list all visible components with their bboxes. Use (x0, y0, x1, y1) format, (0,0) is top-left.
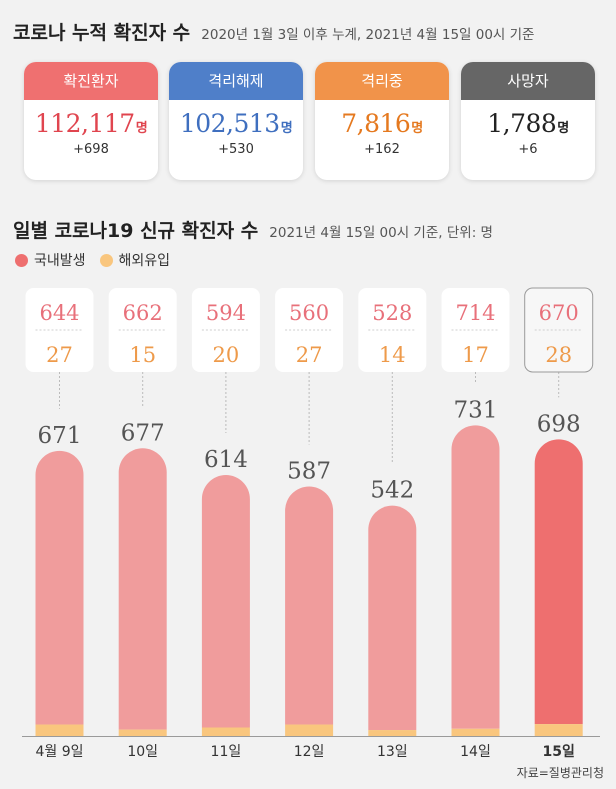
card-released: 격리해제 102,513명 +530 (169, 62, 303, 180)
card-isolated-label: 격리중 (315, 62, 449, 100)
chart-title: 일별 코로나19 신규 확진자 수 (13, 220, 259, 242)
card-deaths-value: 1,788 (487, 109, 557, 138)
bar-total-label: 671 (38, 423, 82, 449)
bar-imported (201, 727, 250, 736)
card-deaths-label: 사망자 (461, 62, 595, 100)
x-tick-label: 12일 (294, 744, 325, 760)
x-tick-label: 15일 (543, 744, 575, 760)
card-released-unit: 명 (280, 121, 293, 136)
card-isolated-value-line: 7,816명 (315, 109, 449, 138)
card-released-delta: +530 (218, 142, 254, 157)
legend-label-imported: 해외유입 (118, 253, 171, 269)
card-confirmed-value: 112,117 (34, 109, 135, 138)
legend-swatch-domestic (15, 253, 28, 267)
chart-legend: 국내발생 해외유입 (15, 250, 184, 270)
domestic-value-label: 670 (539, 301, 579, 325)
domestic-value-label: 662 (123, 301, 163, 325)
imported-value-label: 27 (46, 343, 73, 367)
card-confirmed: 확진환자 112,117명 +698 (24, 62, 158, 180)
domestic-value-label: 594 (206, 301, 246, 325)
card-isolated: 격리중 7,816명 +162 (315, 62, 449, 180)
bar-imported (285, 724, 334, 736)
card-deaths-unit: 명 (557, 121, 569, 136)
card-deaths: 사망자 1,788명 +6 (461, 62, 595, 180)
card-released-value-line: 102,513명 (169, 109, 303, 138)
card-confirmed-label: 확진환자 (24, 62, 158, 100)
card-released-label: 격리해제 (169, 62, 303, 100)
bar-total-label: 698 (537, 411, 581, 437)
bar-imported (118, 729, 167, 736)
card-released-value: 102,513 (179, 109, 280, 138)
bar-imported (368, 730, 417, 736)
chart-title-row: 일별 코로나19 신규 확진자 수 2021년 4월 15일 00시 기준, 단… (13, 216, 493, 243)
legend-item-imported: 해외유입 (99, 250, 171, 270)
x-tick-label: 13일 (377, 744, 408, 760)
card-confirmed-unit: 명 (135, 121, 148, 136)
bar-imported (534, 724, 583, 736)
domestic-value-label: 528 (372, 301, 412, 325)
bar-total-label: 542 (370, 478, 414, 504)
x-tick-label: 4월 9일 (35, 744, 83, 760)
bar-total-label: 731 (454, 397, 498, 423)
imported-value-label: 20 (213, 343, 240, 367)
card-isolated-value: 7,816 (341, 109, 411, 138)
card-isolated-unit: 명 (411, 121, 423, 136)
card-deaths-value-line: 1,788명 (461, 109, 595, 138)
legend-swatch-imported (99, 253, 113, 267)
bar-imported (35, 724, 84, 736)
bar-domestic (35, 450, 84, 725)
bar-domestic (534, 439, 583, 725)
page-subtitle: 2020년 1월 3일 이후 누계, 2021년 4월 15일 00시 기준 (201, 27, 535, 43)
imported-value-label: 15 (129, 343, 156, 367)
card-deaths-delta: +6 (518, 142, 538, 157)
legend-item-domestic: 국내발생 (15, 250, 86, 270)
bar-domestic (285, 486, 334, 725)
card-confirmed-value-line: 112,117명 (24, 109, 158, 138)
imported-value-label: 17 (462, 343, 489, 367)
bar-domestic (201, 475, 250, 728)
card-confirmed-delta: +698 (73, 142, 109, 157)
bar-total-label: 587 (287, 459, 331, 485)
bar-domestic (451, 425, 500, 729)
imported-value-label: 28 (545, 343, 572, 367)
imported-value-label: 14 (379, 343, 406, 367)
page-title: 코로나 누적 확진자 수 (13, 22, 191, 44)
x-tick-label: 10일 (127, 744, 158, 760)
imported-value-label: 27 (296, 343, 323, 367)
domestic-value-label: 560 (289, 301, 329, 325)
domestic-value-label: 644 (39, 301, 79, 325)
domestic-value-label: 714 (455, 301, 495, 325)
bar-domestic (118, 448, 167, 730)
bar-imported (451, 728, 500, 736)
x-tick-label: 11일 (211, 744, 242, 760)
bar-total-label: 677 (121, 420, 165, 446)
legend-label-domestic: 국내발생 (34, 253, 86, 269)
card-isolated-delta: +162 (364, 142, 400, 157)
source-note: 자료=질병관리청 (516, 766, 604, 780)
bar-total-label: 614 (204, 447, 248, 473)
title-row: 코로나 누적 확진자 수 2020년 1월 3일 이후 누계, 2021년 4월… (13, 18, 534, 45)
x-tick-label: 14일 (460, 744, 491, 760)
chart-subtitle: 2021년 4월 15일 00시 기준, 단위: 명 (269, 225, 493, 241)
bar-domestic (368, 505, 417, 731)
